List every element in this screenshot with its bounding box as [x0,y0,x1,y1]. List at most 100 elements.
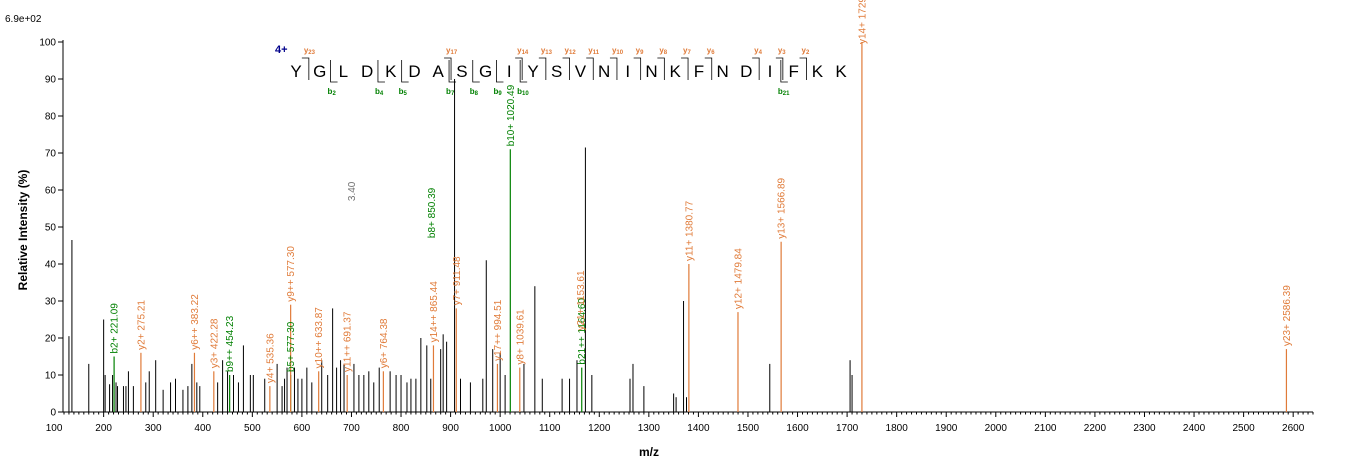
y-ion-label: y12+ 1479.84 [733,248,744,309]
residue-I: I [768,62,773,81]
residue-Y: Y [290,62,301,81]
peaks-layer [68,42,1288,412]
y-ion-marker: y7 [683,46,691,56]
y-ion-label: y11+ 1380.77 [684,200,695,261]
y-cleavage-mark [752,57,760,80]
x-tick-label: 700 [343,423,360,434]
b-ion-marker: b7 [446,87,455,97]
b-cleavage-mark [519,60,528,83]
residue-N: N [645,62,657,81]
y-cleavage-mark [799,57,807,80]
y-tick-label: 70 [45,149,57,160]
y-tick-label: 10 [45,371,57,382]
y-ion-label: y7+ 911.48 [452,256,463,305]
residue-D: D [361,62,373,81]
b-ion-marker: b4 [375,87,384,97]
residue-I: I [625,62,630,81]
y-tick-label: 100 [39,38,56,49]
x-tick-label: 1300 [638,423,661,434]
b-ion-label: b21++ 1164.60 [577,298,588,365]
y-ion-label: y11++ 691.37 [343,311,354,372]
x-tick-label: 1600 [786,423,809,434]
x-tick-label: 1100 [539,423,561,434]
y-cleavage-mark [657,57,665,80]
b-cleavage-mark [401,60,409,83]
x-tick-label: 2300 [1133,423,1156,434]
fragment-label: b8+ 850.39 [427,187,438,238]
y-ion-marker: y4 [754,46,762,56]
b-ion-label: b10+ 1020.49 [506,84,517,146]
x-tick-label: 1000 [489,423,512,434]
residue-G: G [313,62,326,81]
x-tick-label: 900 [442,423,459,434]
x-tick-label: 200 [95,423,112,434]
b-cleavage-mark [472,60,480,83]
y-cleavage-mark [775,57,784,80]
x-tick-label: 600 [294,423,311,434]
residue-Y: Y [527,62,538,81]
y-ion-label: y3+ 422.28 [209,318,220,368]
y-tick-label: 80 [45,112,57,123]
x-tick-label: 800 [393,423,410,434]
residue-A: A [433,62,445,81]
residue-K: K [670,62,682,81]
residue-S: S [456,62,467,81]
b-ion-marker: b5 [399,87,408,97]
y-ion-marker: y13 [541,46,553,56]
x-tick-label: 1700 [836,423,859,434]
y-ion-label: y8+ 1039.61 [515,309,526,365]
y-ion-marker: y9 [636,46,644,56]
y-cleavage-mark [444,57,452,80]
y-ion-label: y14++ 865.44 [429,281,440,343]
y-ion-marker: y3 [778,46,786,56]
y-cleavage-mark [301,57,310,80]
y-tick-label: 30 [45,297,57,308]
residue-K: K [385,62,397,81]
x-tick-label: 2100 [1034,423,1057,434]
residue-V: V [575,62,587,81]
y-ion-label: y10++ 633.87 [314,307,325,369]
x-tick-label: 1400 [687,423,710,434]
residue-G: G [479,62,492,81]
y-cleavage-mark [609,57,618,80]
y-ion-marker: y6 [707,46,715,56]
y-tick-label: 90 [45,75,57,86]
y-ion-label: y9++ 577.30 [286,246,297,302]
residue-K: K [835,62,847,81]
b-ion-marker: b21 [778,87,790,97]
y-tick-label: 50 [45,223,57,234]
residue-S: S [551,62,562,81]
y-ion-label: y13+ 1566.89 [777,177,788,238]
residue-N: N [716,62,728,81]
residue-K: K [812,62,824,81]
b-ion-marker: b9 [493,87,502,97]
y-ion-label: y6++ 383.22 [190,294,201,350]
x-tick-label: 100 [46,423,63,434]
fragment-label: y21+ 1153.61 [576,270,587,331]
y-tick-label: 0 [50,408,56,419]
x-tick-label: 2500 [1232,423,1255,434]
b-ion-marker: b8 [470,87,479,97]
charge-state-label: 4+ [275,44,288,56]
max-intensity-label: 6.9e+02 [5,14,42,25]
y-tick-label: 60 [45,186,57,197]
b-cleavage-mark [780,60,788,83]
b-cleavage-mark [448,60,457,83]
x-tick-label: 300 [145,423,162,434]
y-cleavage-mark [515,57,523,80]
residue-D: D [408,62,420,81]
x-tick-label: 2400 [1183,423,1206,434]
b-cleavage-mark [377,60,385,83]
residue-F: F [694,62,704,81]
x-tick-label: 2600 [1282,423,1305,434]
chart-axes: 0 10 20 30 40 50 60 70 80 90 100 100 200 300 400 500 600… [39,38,1314,434]
b-ion-label: b9++ 454.23 [225,315,236,372]
y-ion-marker: y12 [565,46,577,56]
x-tick-label: 1200 [588,423,611,434]
y-ion-label: y2+ 275.21 [136,300,147,350]
y-ion-label: y4+ 535.36 [265,333,276,383]
y-ion-marker: y10 [612,46,624,56]
residue-F: F [789,62,799,81]
y-ion-marker: y11 [588,46,599,56]
